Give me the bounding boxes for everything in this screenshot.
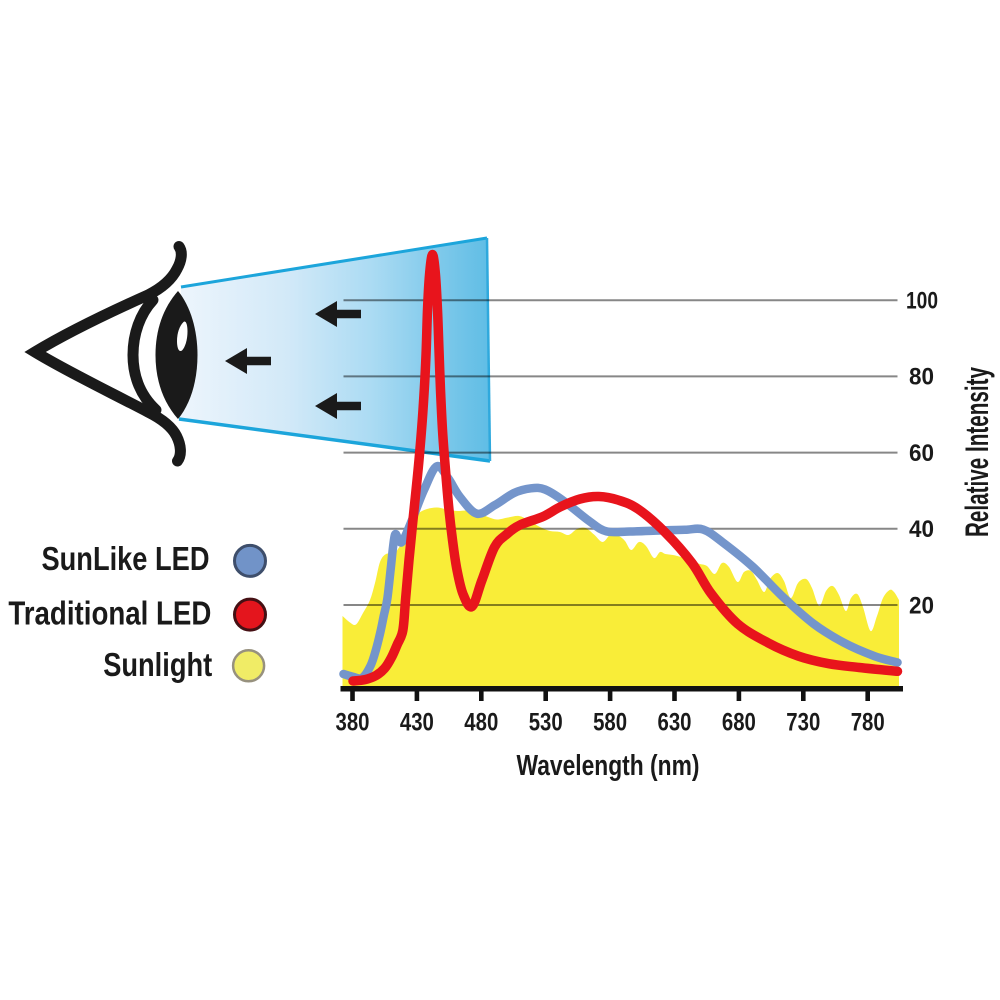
svg-text:60: 60: [909, 440, 934, 467]
svg-text:730: 730: [786, 709, 820, 737]
svg-text:530: 530: [529, 709, 563, 737]
svg-text:100: 100: [906, 288, 938, 315]
svg-text:380: 380: [336, 709, 370, 737]
svg-text:SunLike LED: SunLike LED: [42, 540, 210, 577]
svg-text:80: 80: [909, 364, 934, 391]
svg-text:Sunlight: Sunlight: [103, 646, 212, 683]
svg-text:580: 580: [593, 709, 627, 737]
svg-text:630: 630: [658, 709, 692, 737]
svg-text:680: 680: [722, 709, 756, 737]
svg-text:780: 780: [851, 709, 885, 737]
svg-text:40: 40: [909, 516, 934, 543]
svg-text:480: 480: [464, 709, 498, 737]
svg-text:Traditional LED: Traditional LED: [8, 594, 211, 631]
svg-text:Relative Intensity: Relative Intensity: [959, 367, 995, 537]
svg-text:Wavelength (nm): Wavelength (nm): [517, 750, 700, 782]
svg-text:20: 20: [909, 592, 934, 619]
svg-text:430: 430: [400, 709, 434, 737]
